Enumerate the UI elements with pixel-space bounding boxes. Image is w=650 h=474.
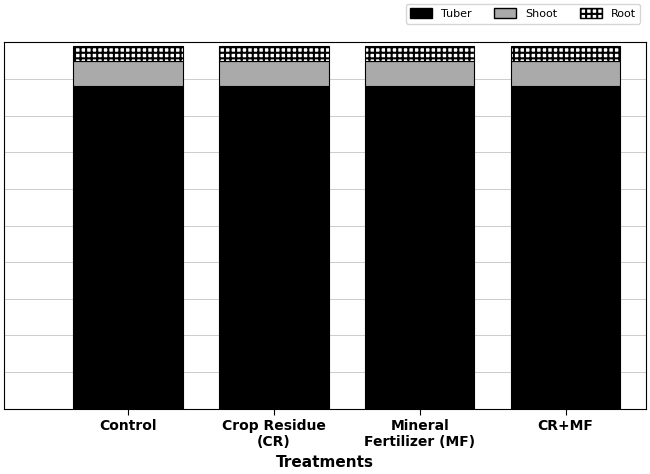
- Bar: [365, 46, 474, 61]
- Bar: [511, 61, 620, 86]
- Bar: [73, 46, 183, 61]
- Bar: [511, 46, 620, 61]
- Bar: [511, 86, 620, 409]
- X-axis label: Treatments: Treatments: [276, 455, 374, 470]
- Bar: [73, 86, 183, 409]
- Bar: [73, 61, 183, 86]
- Bar: [219, 46, 329, 61]
- Legend: Tuber, Shoot, Root: Tuber, Shoot, Root: [406, 4, 640, 24]
- Bar: [219, 61, 329, 86]
- Bar: [365, 61, 474, 86]
- Bar: [219, 86, 329, 409]
- Bar: [365, 86, 474, 409]
